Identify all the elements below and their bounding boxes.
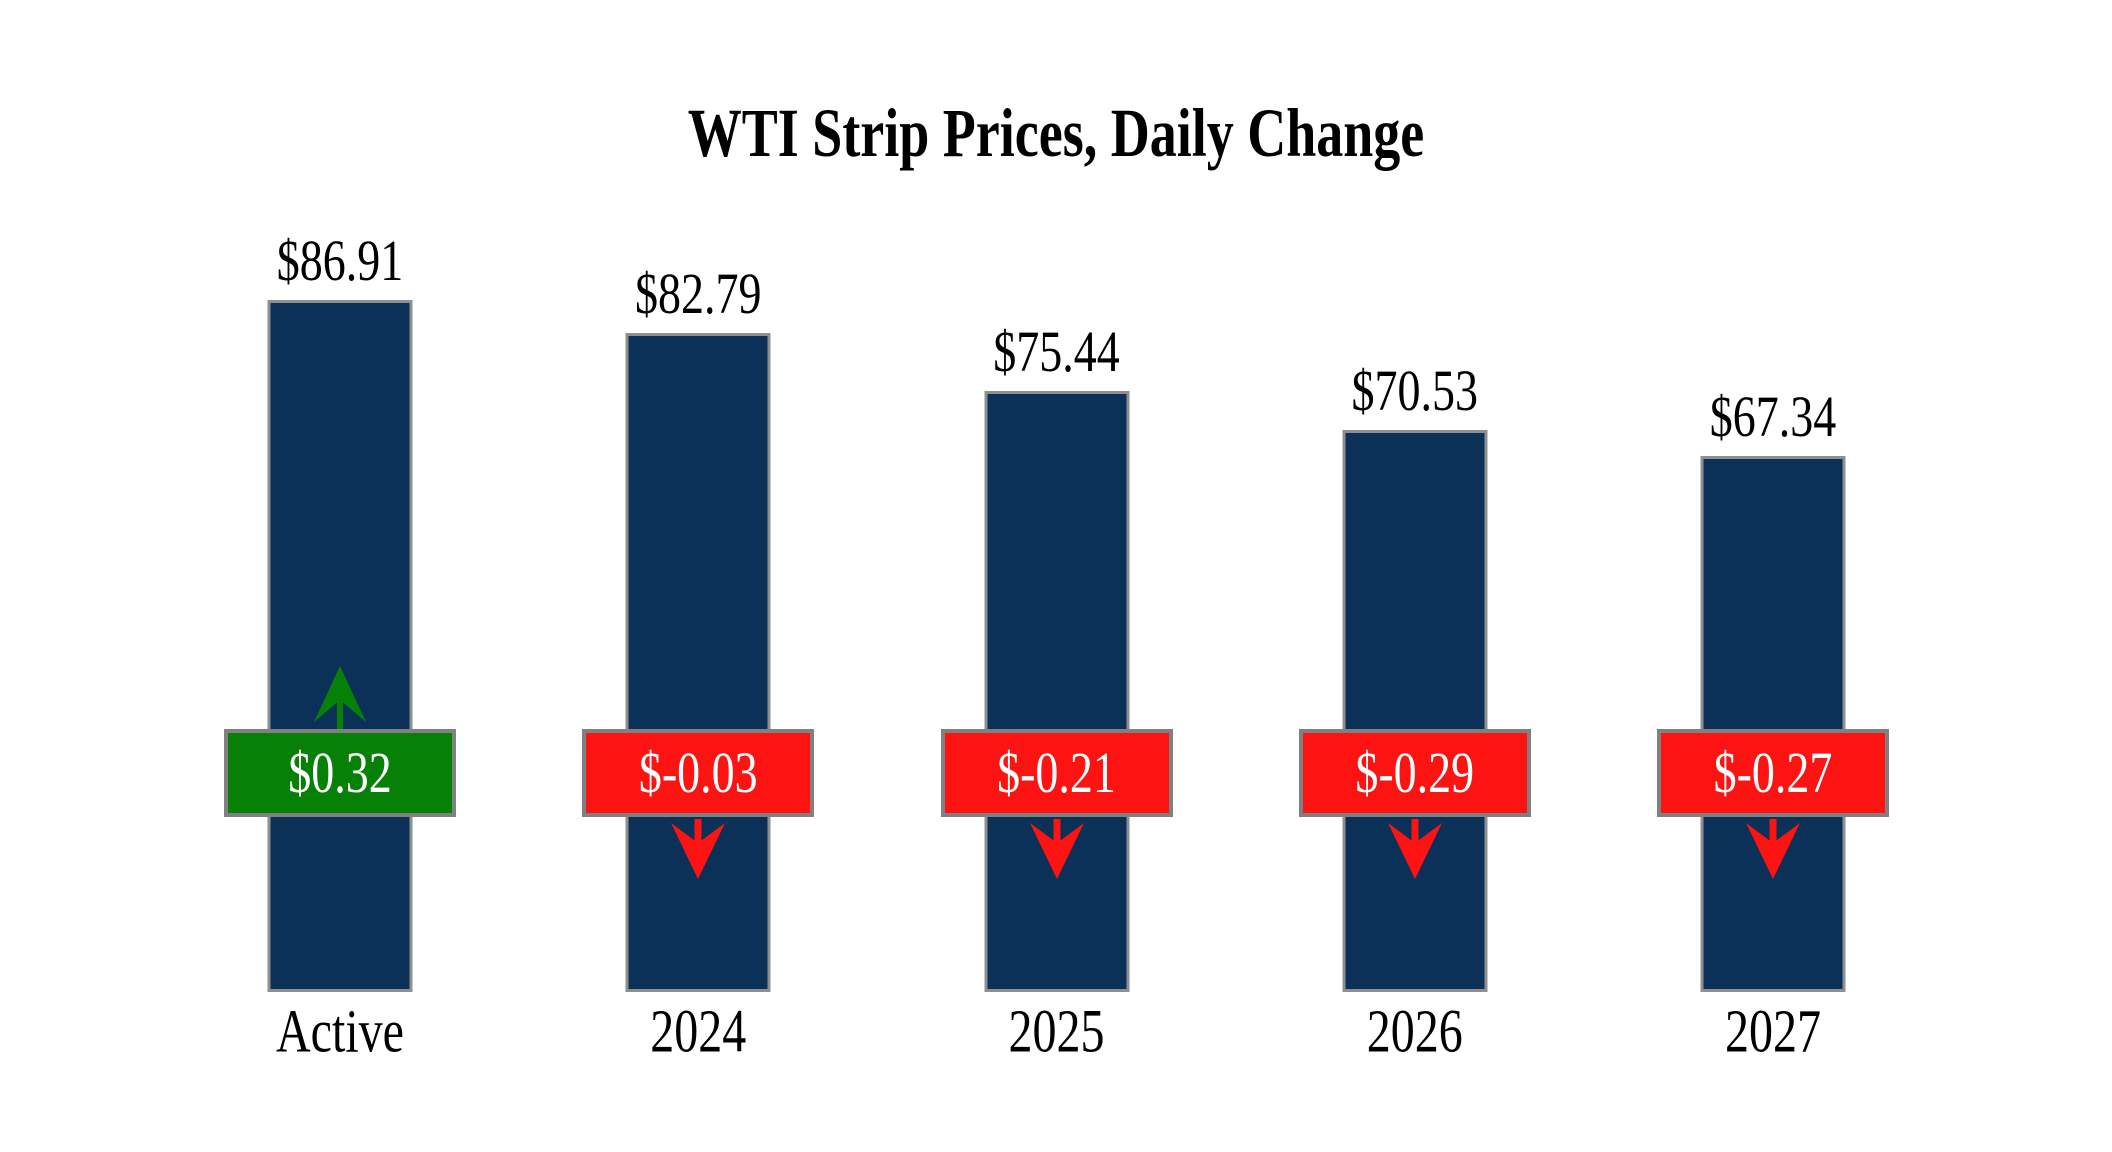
bar (984, 391, 1129, 992)
chart-title: WTI Strip Prices, Daily Change (687, 94, 1425, 172)
bar-group: $75.44 $-0.21 2025 (878, 0, 1236, 1152)
bar (625, 333, 771, 992)
change-badge: $0.32 (224, 729, 456, 817)
bar (1700, 456, 1846, 992)
price-label: $67.34 (1709, 383, 1837, 449)
change-label: $-0.21 (997, 739, 1116, 805)
change-badge: $-0.21 (940, 729, 1173, 817)
bar-group: $67.34 $-0.27 2027 (1594, 0, 1952, 1152)
change-label: $-0.27 (1713, 739, 1833, 805)
change-badge: $-0.03 (582, 729, 815, 817)
price-label: $75.44 (993, 318, 1120, 384)
bar-group: $70.53 $-0.29 2026 (1236, 0, 1594, 1152)
bar (267, 300, 413, 992)
bar (1342, 430, 1488, 992)
category-label: Active (276, 998, 404, 1066)
up-arrow-icon (314, 666, 366, 729)
price-label: $82.79 (635, 260, 762, 326)
category-label: 2026 (1366, 998, 1463, 1066)
down-arrow-icon (671, 819, 726, 879)
category-label: 2025 (1008, 998, 1105, 1066)
price-label: $86.91 (276, 227, 404, 293)
down-arrow-icon (1746, 819, 1800, 879)
down-arrow-icon (1387, 819, 1442, 879)
change-badge: $-0.29 (1298, 729, 1531, 817)
bar-group: $86.91 $0.32 Active (161, 0, 519, 1152)
price-label: $70.53 (1351, 357, 1479, 423)
category-label: 2024 (650, 998, 747, 1066)
category-label: 2027 (1725, 998, 1821, 1066)
change-label: $-0.29 (1355, 739, 1475, 805)
change-badge: $-0.27 (1657, 729, 1889, 817)
down-arrow-icon (1029, 819, 1084, 879)
bar-group: $82.79 $-0.03 2024 (519, 0, 877, 1152)
change-label: $0.32 (288, 739, 392, 805)
change-label: $-0.03 (638, 739, 758, 805)
